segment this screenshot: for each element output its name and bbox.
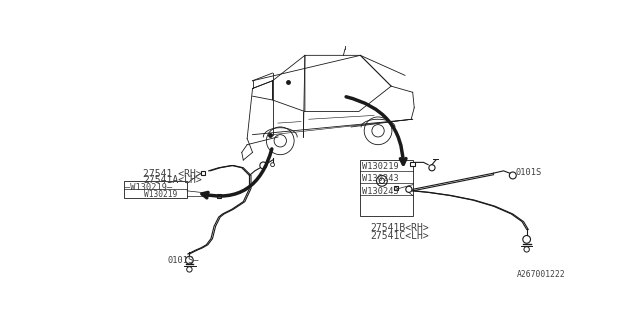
Bar <box>410 162 415 166</box>
Circle shape <box>524 247 529 252</box>
Circle shape <box>186 256 193 264</box>
Circle shape <box>271 163 275 167</box>
Circle shape <box>509 172 516 179</box>
Bar <box>394 186 397 190</box>
Text: 27541C<LH>: 27541C<LH> <box>371 231 429 241</box>
Circle shape <box>523 236 531 243</box>
Circle shape <box>364 117 392 145</box>
Text: W130219: W130219 <box>125 190 178 199</box>
Text: 0101S—: 0101S— <box>168 256 199 265</box>
Circle shape <box>260 162 267 169</box>
Circle shape <box>429 165 435 171</box>
Text: 27541A<LH>: 27541A<LH> <box>143 175 202 186</box>
Text: W130219: W130219 <box>362 162 399 172</box>
Circle shape <box>266 127 294 155</box>
Bar <box>202 171 205 175</box>
Text: W130243: W130243 <box>362 174 399 183</box>
Circle shape <box>372 124 384 137</box>
Text: W130243: W130243 <box>362 187 399 196</box>
Text: A267001222: A267001222 <box>516 270 565 279</box>
Text: 0101S: 0101S <box>516 168 542 177</box>
Bar <box>360 160 413 215</box>
Circle shape <box>406 186 412 192</box>
Bar <box>124 181 187 198</box>
Circle shape <box>274 135 287 147</box>
Circle shape <box>376 175 387 186</box>
Text: 27541 <RH>: 27541 <RH> <box>143 169 202 179</box>
Bar <box>217 194 221 198</box>
Circle shape <box>380 178 385 184</box>
Text: 27541B<RH>: 27541B<RH> <box>371 223 429 233</box>
Text: —W130219—: —W130219— <box>125 183 173 192</box>
Circle shape <box>187 267 192 272</box>
